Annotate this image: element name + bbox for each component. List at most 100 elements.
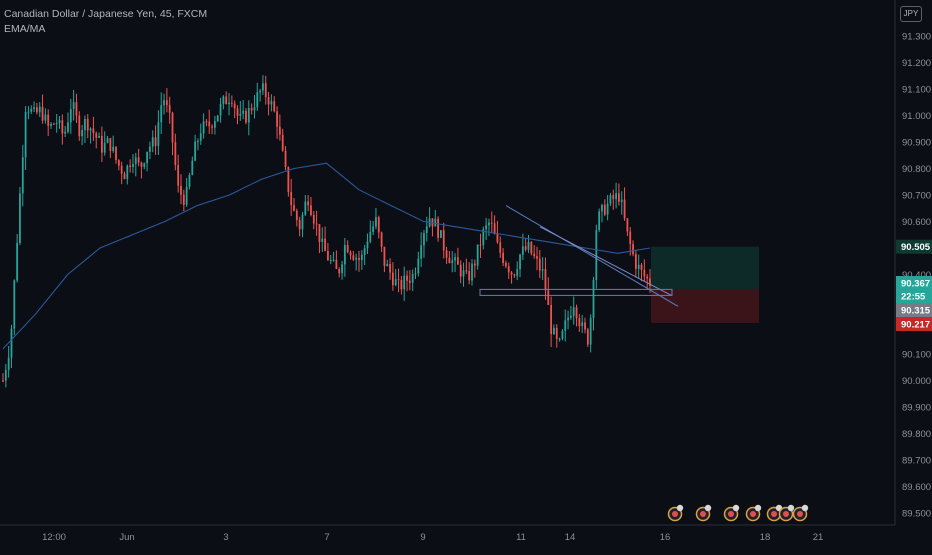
countdown-tag: 22:55 [896,289,932,303]
trendline-lower[interactable] [539,226,673,297]
candle [394,269,397,287]
candle [329,255,332,265]
candle [349,250,352,260]
candle [267,91,270,116]
candle [216,115,219,122]
flag-event-icon[interactable] [723,504,740,522]
candle-series [2,75,651,388]
candle [338,267,341,278]
candle [10,324,13,369]
candle [151,130,154,153]
candle [586,327,589,347]
candle [321,227,324,252]
candle [363,244,366,266]
candle [191,156,194,176]
candle [163,93,165,115]
candle [301,211,304,238]
price-tick-label: 91.000 [902,111,931,122]
currency-badge[interactable]: JPY [900,6,922,22]
candle [134,152,137,177]
candle [462,262,465,287]
candle [572,296,575,325]
candle [476,244,479,270]
candle [465,258,468,275]
candle [482,226,485,250]
time-tick-label: 11 [516,532,526,543]
candle [414,267,417,280]
flag-event-icon[interactable] [778,504,795,522]
candle [177,154,180,193]
candle [197,138,199,151]
candle [250,103,253,115]
event-icons-row[interactable] [667,504,809,522]
time-axis[interactable]: 12:00 Jun 3 7 9 11 14 16 18 21 [42,532,823,543]
candle [44,108,47,124]
candle [589,314,592,353]
candle [123,171,126,180]
candle [377,215,380,239]
candle [358,251,360,272]
indicator-label[interactable]: EMA/MA [4,23,46,35]
candle [454,253,456,273]
price-tick-label: 90.800 [902,164,931,175]
time-tick-label: 7 [324,532,329,543]
candle [538,249,541,279]
candle [143,162,146,170]
candle [640,262,643,282]
flag-event-icon[interactable] [745,504,762,522]
candle [417,251,420,277]
candle [468,262,471,285]
price-axis[interactable]: 91.300 91.200 91.100 91.000 90.900 90.800 90.7… [902,32,931,520]
candle [126,164,129,185]
price-tick-label: 91.200 [902,58,931,69]
candle [360,250,363,270]
drawing-tools[interactable] [479,205,679,307]
candle [606,195,609,221]
flag-event-icon[interactable] [695,504,712,522]
stop-zone[interactable] [651,289,759,323]
candle [609,192,612,207]
price-tick-label: 89.900 [902,403,931,414]
candle [16,233,19,283]
position-zones [651,246,759,323]
candle [24,106,27,170]
candle [78,111,81,141]
candle [505,260,507,269]
candle [264,75,267,105]
candle [510,270,513,284]
candle [36,102,38,115]
candle [366,233,369,254]
candle [372,220,375,236]
candle [194,134,197,162]
price-tick-label: 90.400 [902,270,931,281]
price-tick-label: 91.300 [902,32,931,43]
candle [425,216,428,242]
candle [239,101,242,121]
candle [493,215,496,235]
support-zone-rect[interactable] [479,288,673,296]
flag-event-icon[interactable] [792,504,809,522]
candle [58,115,61,129]
candle [634,250,637,278]
candle [84,115,86,143]
time-tick-label: 12:00 [42,532,66,543]
candle [171,111,174,156]
candle [380,231,383,253]
candle [174,133,177,171]
candle [228,93,230,116]
candle [276,106,278,139]
candle [256,82,259,111]
candle [592,276,595,331]
flag-event-icon[interactable] [766,504,783,522]
candle [530,241,533,256]
time-tick-label: 16 [660,532,671,543]
time-tick-label: 14 [565,532,576,543]
candle [117,159,120,171]
symbol-title[interactable]: Canadian Dollar / Japanese Yen, 45, FXCM [4,8,208,20]
candle [47,109,50,137]
candle [188,172,191,190]
flag-event-icon[interactable] [667,504,684,522]
candle [408,270,411,291]
